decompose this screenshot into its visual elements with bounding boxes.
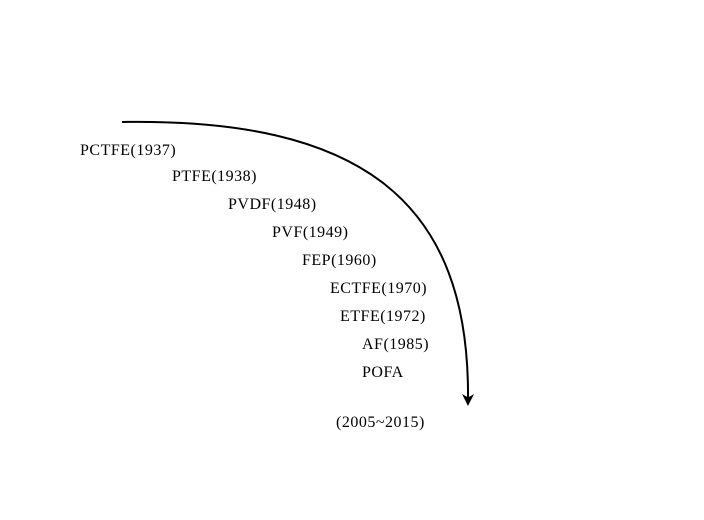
item-etfe: ETFE(1972) bbox=[340, 308, 426, 326]
timeline-footer: (2005~2015) bbox=[336, 414, 425, 432]
item-pctfe: PCTFE(1937) bbox=[80, 142, 176, 160]
item-pofa: POFA bbox=[362, 364, 404, 382]
item-pvdf: PVDF(1948) bbox=[228, 196, 317, 214]
item-ptfe: PTFE(1938) bbox=[172, 168, 257, 186]
diagram-stage: PCTFE(1937) PTFE(1938) PVDF(1948) PVF(19… bbox=[0, 0, 704, 520]
item-pvf: PVF(1949) bbox=[272, 224, 349, 242]
item-fep: FEP(1960) bbox=[302, 252, 377, 270]
item-ectfe: ECTFE(1970) bbox=[330, 280, 427, 298]
item-af: AF(1985) bbox=[362, 336, 429, 354]
